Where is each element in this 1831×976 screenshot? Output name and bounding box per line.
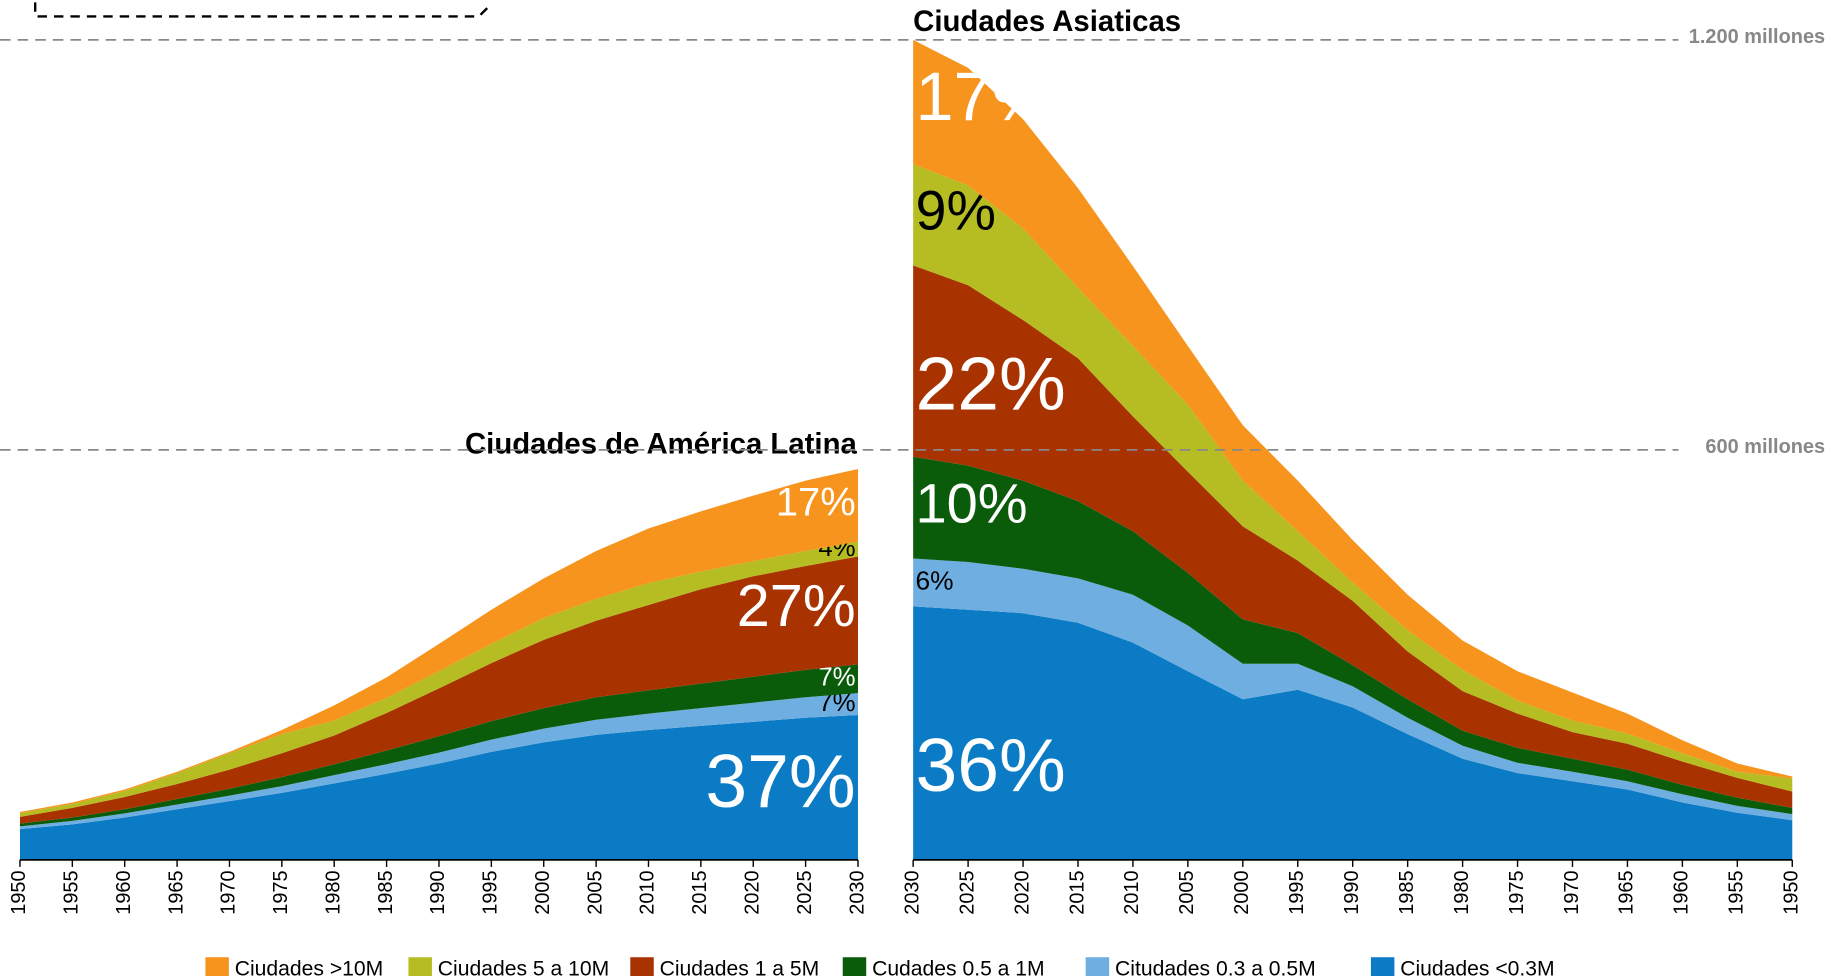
percent-label: 7% bbox=[818, 664, 855, 692]
x-tick-label: 2025 bbox=[956, 870, 978, 914]
decoration bbox=[34, 2, 492, 18]
legend-swatch bbox=[630, 957, 654, 976]
x-tick-label: 1960 bbox=[113, 870, 135, 914]
legend-swatch bbox=[205, 957, 229, 976]
legend-swatch bbox=[1085, 957, 1110, 976]
x-tick-label: 2030 bbox=[846, 870, 868, 914]
x-tick-label: 1965 bbox=[165, 870, 187, 914]
area bbox=[19, 693, 858, 830]
x-tick-label: 1955 bbox=[1726, 870, 1748, 914]
x-tick-label: 2020 bbox=[741, 870, 763, 914]
area bbox=[19, 715, 858, 860]
y-tick-label: 1.200 millones bbox=[1689, 26, 1825, 48]
area bbox=[913, 558, 1793, 821]
percent-label: 27% bbox=[737, 572, 856, 639]
y-tick-label: 600 millones bbox=[1705, 436, 1825, 458]
area bbox=[913, 456, 1793, 815]
area bbox=[19, 469, 858, 814]
x-tick-label: 1970 bbox=[1561, 870, 1583, 914]
x-tick-label: 1965 bbox=[1616, 870, 1638, 914]
percent-label: 10% bbox=[916, 471, 1028, 534]
x-tick-label: 2000 bbox=[532, 870, 554, 914]
area bbox=[19, 541, 858, 817]
area bbox=[913, 164, 1793, 792]
percent-label: 22% bbox=[916, 342, 1066, 426]
percent-label: 17% bbox=[916, 59, 1053, 135]
x-tick-label: 2025 bbox=[794, 870, 816, 914]
x-tick-label: 2015 bbox=[1066, 870, 1088, 914]
x-tick-label: 2020 bbox=[1011, 870, 1033, 914]
percent-label: 17% bbox=[776, 481, 856, 525]
legend-label: Citudades 0.3 a 0.5M bbox=[1115, 958, 1316, 976]
chart-title: Ciudades Asiaticas bbox=[913, 5, 1181, 38]
area bbox=[913, 39, 1793, 779]
legend-label: Ciudades 5 a 10M bbox=[438, 958, 609, 976]
x-tick-label: 1985 bbox=[1396, 870, 1418, 914]
percent-label: 36% bbox=[916, 723, 1066, 807]
x-tick-label: 1975 bbox=[1506, 870, 1528, 914]
x-tick-label: 1975 bbox=[270, 870, 292, 914]
x-tick-label: 2030 bbox=[901, 870, 923, 914]
x-tick-label: 2010 bbox=[637, 870, 659, 914]
area bbox=[913, 606, 1793, 860]
area bbox=[19, 556, 858, 824]
x-tick-label: 1990 bbox=[427, 870, 449, 914]
area bbox=[19, 664, 858, 827]
percent-label: 37% bbox=[705, 739, 855, 823]
x-tick-label: 1950 bbox=[1781, 870, 1803, 914]
legend-label: Ciudades 1 a 5M bbox=[660, 958, 820, 976]
x-tick-label: 1970 bbox=[218, 870, 240, 914]
x-tick-label: 2015 bbox=[689, 870, 711, 914]
chart-title: Ciudades de América Latina bbox=[465, 428, 858, 461]
x-tick-label: 2005 bbox=[1176, 870, 1198, 914]
legend-label: Cudades 0.5 a 1M bbox=[872, 958, 1045, 976]
x-tick-label: 1985 bbox=[375, 870, 397, 914]
legend-label: Ciudades <0.3M bbox=[1400, 958, 1554, 976]
area bbox=[913, 265, 1793, 808]
x-tick-label: 2000 bbox=[1231, 870, 1253, 914]
percent-label: 6% bbox=[916, 565, 954, 595]
x-tick-label: 1995 bbox=[1286, 870, 1308, 914]
legend-swatch bbox=[842, 957, 867, 976]
x-tick-label: 1950 bbox=[8, 870, 30, 914]
legend-swatch bbox=[408, 957, 432, 976]
x-tick-label: 1990 bbox=[1341, 870, 1363, 914]
legend-swatch bbox=[1370, 957, 1395, 976]
x-tick-label: 1955 bbox=[61, 870, 83, 914]
x-tick-label: 1980 bbox=[1451, 870, 1473, 914]
legend-label: Ciudades >10M bbox=[235, 958, 383, 976]
x-tick-label: 1995 bbox=[480, 870, 502, 914]
x-tick-label: 2010 bbox=[1121, 870, 1143, 914]
x-tick-label: 1960 bbox=[1671, 870, 1693, 914]
x-tick-label: 2005 bbox=[584, 870, 606, 914]
x-tick-label: 1980 bbox=[322, 870, 344, 914]
